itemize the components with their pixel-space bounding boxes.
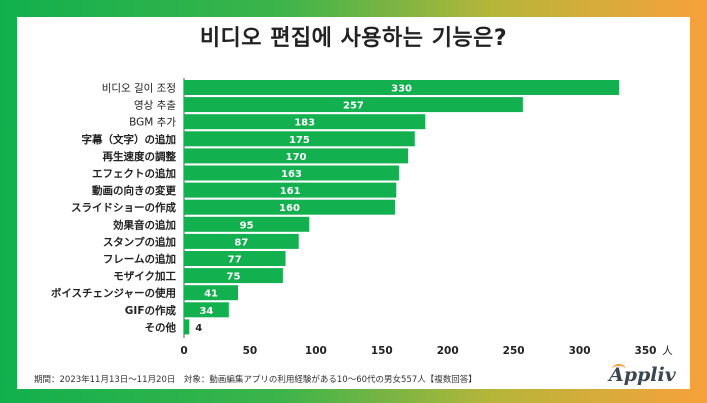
bar-value-label: 161 bbox=[280, 186, 301, 197]
bar bbox=[184, 251, 286, 266]
category-label: モザイク加工 bbox=[113, 270, 176, 283]
x-tick-label: 150 bbox=[371, 345, 393, 357]
category-label: 効果音の追加 bbox=[113, 218, 176, 231]
bar-value-label: 175 bbox=[289, 135, 310, 146]
bar-value-label: 87 bbox=[234, 237, 248, 248]
bar-value-label: 170 bbox=[286, 152, 307, 163]
category-label: BGM 추가 bbox=[129, 117, 176, 129]
bar-value-label: 4 bbox=[195, 323, 202, 334]
bar-value-label: 257 bbox=[343, 101, 364, 112]
bar bbox=[184, 285, 239, 301]
bar bbox=[184, 148, 409, 164]
bar bbox=[184, 97, 523, 113]
category-label: ボイスチェンジャーの使用 bbox=[51, 287, 176, 300]
category-label: エフェクトの追加 bbox=[92, 167, 176, 180]
bar bbox=[184, 131, 415, 147]
category-label: 字幕（文字）の追加 bbox=[82, 133, 177, 146]
x-tick-label: 250 bbox=[503, 345, 525, 357]
category-label: スライドショーの作成 bbox=[71, 201, 176, 214]
category-label: GIFの作成 bbox=[125, 304, 177, 317]
bar bbox=[184, 302, 229, 318]
x-tick-label: 200 bbox=[437, 345, 459, 357]
x-tick-label: 300 bbox=[569, 345, 591, 357]
category-label: フレームの追加 bbox=[103, 253, 176, 266]
bar-value-label: 34 bbox=[199, 306, 213, 317]
bar bbox=[184, 319, 190, 335]
category-label: 再生速度の調整 bbox=[103, 150, 177, 163]
category-label: 영상 추출 bbox=[134, 100, 176, 112]
bar-value-label: 330 bbox=[391, 84, 412, 95]
bar-value-label: 183 bbox=[294, 118, 315, 129]
bar bbox=[184, 199, 395, 215]
bar bbox=[184, 165, 399, 181]
x-unit-label: 人 bbox=[662, 345, 673, 357]
bar-value-label: 160 bbox=[279, 203, 300, 214]
category-label: 動画の向きの変更 bbox=[92, 184, 176, 197]
x-tick-label: 350 bbox=[635, 345, 657, 357]
bar bbox=[184, 114, 426, 130]
bar bbox=[184, 216, 310, 232]
bar bbox=[184, 80, 620, 95]
category-label: 비디오 길이 조정 bbox=[102, 82, 176, 95]
x-tick-label: 0 bbox=[180, 345, 187, 357]
bar-value-label: 41 bbox=[204, 289, 218, 300]
bar bbox=[184, 182, 397, 198]
logo-swoosh-icon bbox=[612, 364, 626, 374]
x-tick-label: 50 bbox=[243, 345, 258, 357]
appliv-logo: Appliv bbox=[609, 364, 676, 386]
bar-value-label: 163 bbox=[281, 169, 302, 180]
chart-title: 비디오 편집에 사용하는 기능은? bbox=[199, 26, 508, 51]
survey-footnote: 期間：2023年11月13日〜11月20日 対象：動画編集アプリの利用経験がある… bbox=[34, 375, 477, 385]
bar-value-label: 75 bbox=[226, 272, 240, 283]
category-label: その他 bbox=[145, 321, 177, 334]
bar bbox=[184, 268, 283, 284]
x-tick-label: 100 bbox=[305, 345, 327, 357]
bar-value-label: 77 bbox=[228, 255, 242, 266]
bar-value-label: 95 bbox=[240, 220, 254, 231]
bar bbox=[184, 233, 299, 249]
category-label: スタンプの追加 bbox=[103, 235, 176, 248]
